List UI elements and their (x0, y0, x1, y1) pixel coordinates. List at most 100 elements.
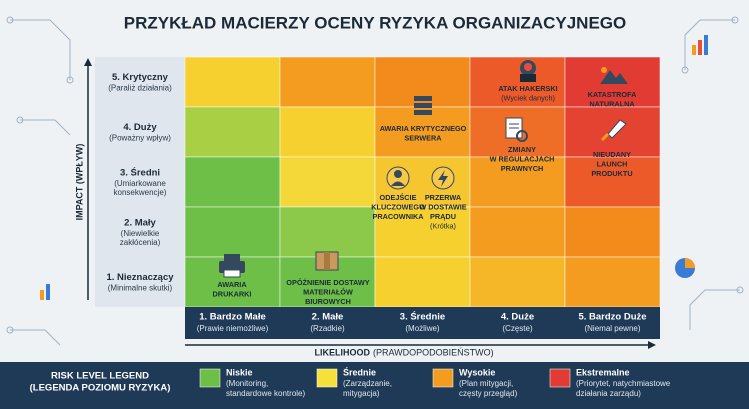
row-label-sub: (Poważny wpływ) (109, 134, 171, 143)
matrix-cell (564, 206, 661, 258)
row-label-sub: (Niewielkie (121, 229, 160, 238)
risk-label: W DOSTAWIE (419, 202, 466, 211)
legend-swatch (549, 368, 571, 388)
legend-title: (LEGENDA POZIOMU RYZYKA) (30, 383, 171, 394)
risk-label: PRACOWNIKA (372, 212, 424, 221)
risk-label: AWARIA KRYTYCZNEGO (380, 124, 467, 133)
risk-label: KLUCZOWEGO (371, 202, 425, 211)
row-label: 4. Duży (123, 122, 157, 133)
icons (219, 60, 628, 278)
legend: RISK LEVEL LEGEND(LEGENDA POZIOMU RYZYKA… (30, 366, 671, 398)
risk-label: (Wyciek danych) (501, 93, 555, 102)
legend-swatch (199, 368, 221, 388)
power-icon (431, 166, 455, 190)
x-axis-label-sub: (PRAWDOPODOBIEŃSTWO) (373, 347, 494, 357)
risk-label: PRZERWA (425, 193, 462, 202)
decoration (6, 16, 744, 346)
matrix-grid (184, 56, 661, 308)
column-label-sub: (Częste) (502, 324, 533, 333)
x-axis-arrowhead (648, 341, 656, 349)
column-label-sub: (Niemal pewne) (584, 324, 640, 333)
row-label: 1. Nieznaczący (106, 272, 174, 283)
risk-label: PRODUKTU (591, 169, 632, 178)
risk-label: PRAWNYCH (501, 164, 544, 173)
column-label: 1. Bardzo Małe (199, 312, 266, 323)
y-axis-label: IMPACT (WPŁYW) (74, 144, 84, 221)
legend-bar (0, 362, 749, 409)
printer-icon (219, 254, 245, 278)
row-label-sub: zakłócenia) (120, 238, 161, 247)
matrix-cell (469, 206, 566, 258)
rocket-icon (600, 119, 627, 142)
hacker-icon (520, 60, 536, 82)
column-label-sub: (Możliwe) (405, 324, 440, 333)
column-header-bar (185, 307, 660, 339)
deco-charts (40, 35, 708, 300)
risk-label: ZMIANY (508, 145, 536, 154)
row-label: 2. Mały (124, 218, 156, 229)
legend-level-name: Niskie (226, 367, 253, 377)
legend-level-name: Ekstremalne (576, 367, 630, 377)
matrix-cell (184, 206, 281, 258)
column-label: 4. Duże (501, 312, 534, 323)
legend-level-desc: (Plan mitygacji, (459, 379, 513, 388)
column-label-sub: (Rzadkie) (310, 324, 345, 333)
risk-label: LAUNCH (597, 159, 628, 168)
row-label: 3. Średni (120, 167, 160, 179)
risk-label: OPÓŹNIENIE DOSTAWY (286, 278, 370, 287)
legend-level-desc: standardowe kontrole) (226, 389, 305, 398)
matrix-cell (469, 256, 566, 308)
matrix-cell (374, 106, 471, 158)
labels: 5. Krytyczny(Paraliż działania)4. Duży(P… (106, 72, 646, 333)
matrix-cell (564, 256, 661, 308)
legend-swatch (316, 368, 338, 388)
y-axis-arrowhead (84, 58, 92, 66)
row-label-sub: (Minimalne skutki) (108, 284, 173, 293)
risk-label: ODEJŚCIE (380, 193, 417, 202)
server-icon (414, 96, 432, 115)
legend-level-desc: częsty przegląd) (459, 389, 518, 398)
title: PRZYKŁAD MACIERZY OCENY RYZYKA ORGANIZAC… (124, 13, 627, 32)
column-label: 5. Bardzo Duże (578, 312, 646, 323)
risk-label: NIEUDANY (593, 150, 631, 159)
row-label-sub: konsekwencje) (114, 188, 167, 197)
matrix-cell (564, 156, 661, 208)
row-label: 5. Krytyczny (112, 72, 169, 83)
legend-swatch (432, 368, 454, 388)
risk-label: NATURALNA (589, 99, 635, 108)
risk-label: KATASTROFA (588, 90, 638, 99)
matrix-cell (374, 256, 471, 308)
legend-level-desc: (Zarządzanie, (343, 379, 392, 388)
legend-level-desc: (Monitoring, (226, 379, 268, 388)
matrix-cell (184, 106, 281, 158)
matrix-cell (184, 156, 281, 208)
matrix-cell (469, 56, 566, 108)
risk-label: PRĄDU (430, 212, 456, 221)
legend-level-desc: (Priorytet, natychmiastowe (576, 379, 671, 388)
legend-level-desc: działania zarządu) (576, 389, 641, 398)
risk-label: ATAK HAKERSKI (498, 84, 557, 93)
risk-label: DRUKARKI (213, 289, 252, 298)
mountain-icon (600, 67, 628, 84)
box-icon (315, 251, 339, 271)
risk-label: MATERIAŁÓW (303, 287, 353, 296)
column-label-sub: (Prawie niemożliwe) (197, 324, 269, 333)
x-axis-label: LIKELIHOOD (315, 347, 371, 357)
row-label-sub: (Umiarkowane (114, 179, 166, 188)
row-label-panel (95, 57, 185, 307)
risk-label: SERWERA (404, 133, 442, 142)
column-label: 3. Średnie (400, 311, 445, 323)
risk-label: W REGULACJACH (490, 154, 555, 163)
column-label: 2. Małe (312, 312, 344, 323)
legend-level-desc: mitygacja) (343, 389, 380, 398)
matrix-cell (279, 56, 376, 108)
matrix-cell (279, 106, 376, 158)
legend-level-name: Średnie (343, 366, 376, 377)
risk-label: (Krótka) (430, 221, 456, 230)
legend-level-name: Wysokie (459, 367, 495, 377)
matrix-cell (279, 156, 376, 208)
risk-label: AWARIA (217, 280, 247, 289)
matrix-cell (184, 56, 281, 108)
legend-title: RISK LEVEL LEGEND (51, 371, 149, 382)
